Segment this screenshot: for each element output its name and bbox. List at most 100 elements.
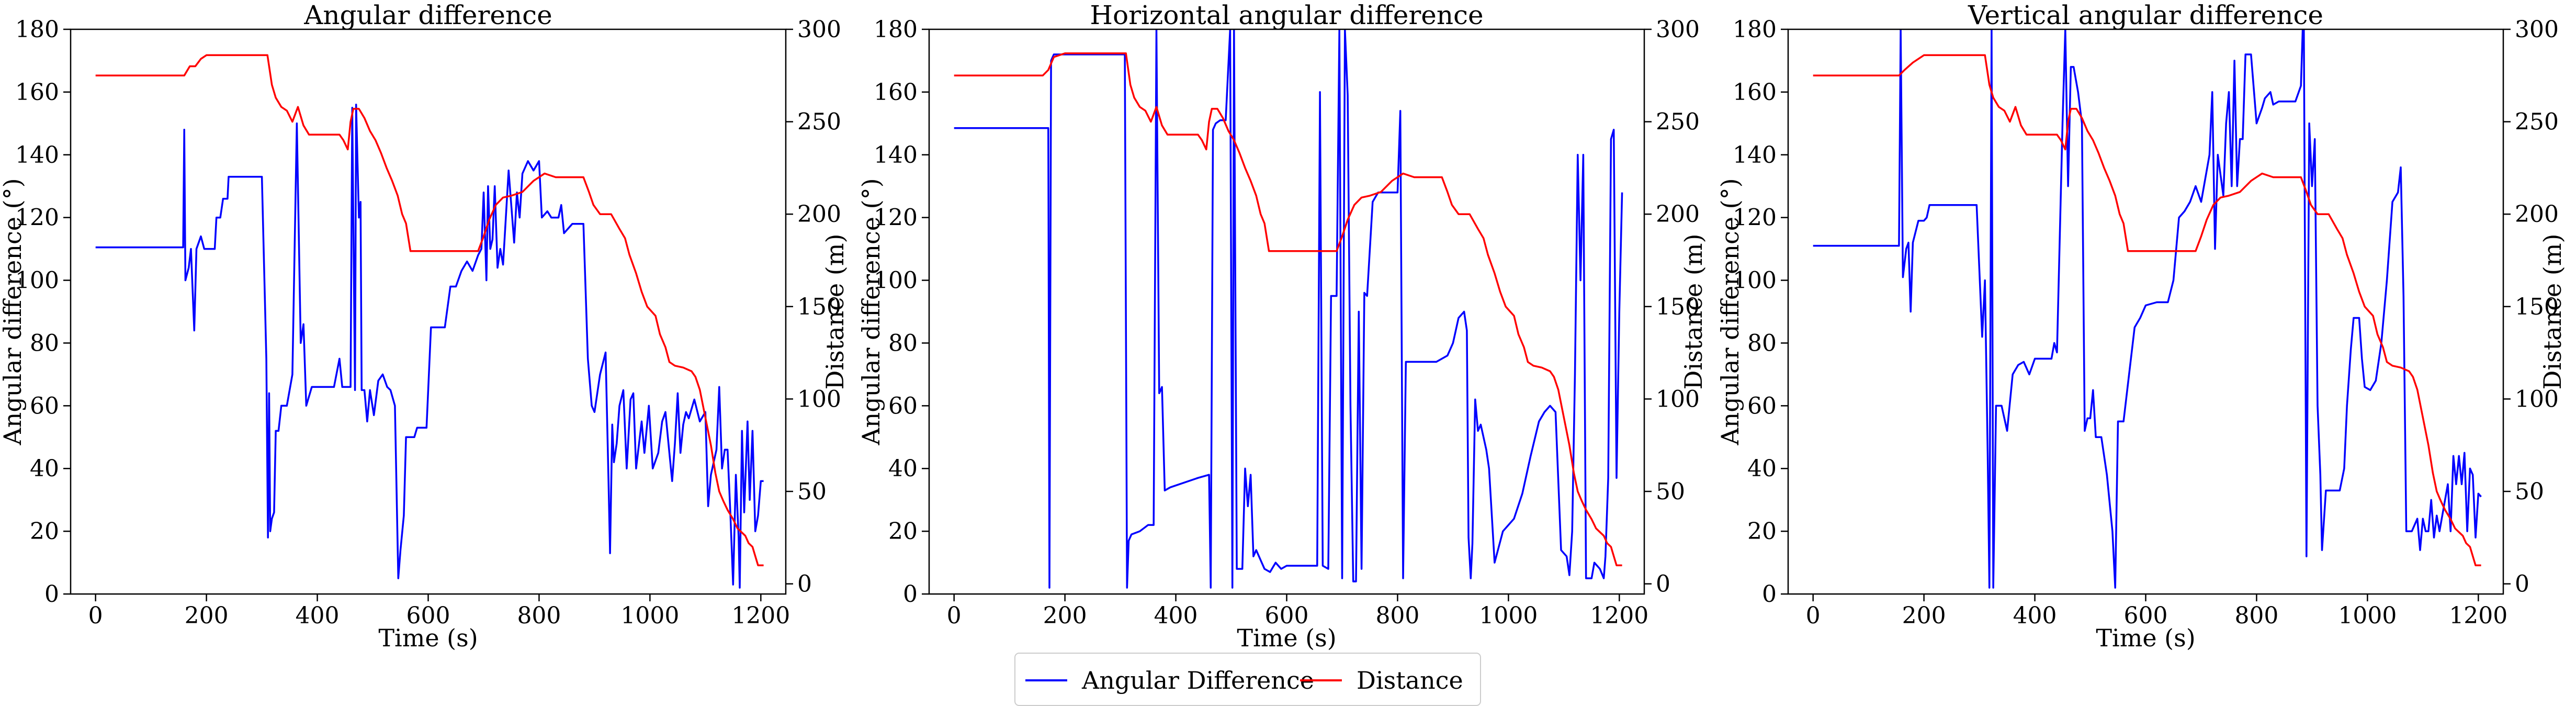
x-tick-label: 600 [1265, 602, 1309, 629]
series-group [1813, 29, 2482, 589]
x-tick-label: 600 [406, 602, 450, 629]
y2-tick-label: 300 [797, 16, 841, 43]
x-tick-label: 200 [1043, 602, 1087, 629]
plot-frame [70, 28, 787, 595]
legend-label-angular-difference: Angular Difference [1081, 666, 1314, 694]
y-tick-label: 0 [1762, 581, 1777, 608]
x-tick-label: 0 [88, 602, 103, 629]
y-tick-label: 80 [1747, 330, 1777, 356]
y2-tick-label: 200 [2515, 201, 2559, 228]
y-tick-label: 140 [1733, 142, 1777, 169]
x-tick-label: 800 [1375, 602, 1419, 629]
y2-axis-label: Distance (m) [1679, 234, 1708, 390]
chart-title: Vertical angular difference [1968, 0, 2323, 30]
y-tick-label: 160 [15, 79, 59, 106]
x-tick-label: 800 [517, 602, 561, 629]
y-tick-label: 100 [874, 267, 918, 294]
x-tick-label: 1200 [2449, 602, 2507, 629]
x-tick-label: 800 [2234, 602, 2278, 629]
y2-tick-label: 50 [797, 478, 827, 505]
y2-tick-label: 0 [1656, 571, 1670, 598]
y2-tick-label: 250 [2515, 109, 2559, 136]
x-axis-label: Time (s) [1237, 624, 1336, 652]
y-tick-label: 80 [30, 330, 59, 356]
series-line-distance [1813, 54, 2481, 567]
x-tick-label: 0 [1806, 602, 1821, 629]
y2-tick-label: 250 [797, 109, 841, 136]
y2-axis-label: Distance (m) [2538, 234, 2567, 390]
y2-tick-label: 250 [1656, 109, 1700, 136]
y-axis-label: Angular difference (°) [857, 178, 885, 445]
x-axis-label: Time (s) [378, 624, 478, 652]
legend: Angular Difference Distance [1014, 653, 1481, 706]
y2-tick-label: 200 [1656, 201, 1700, 228]
series-line-distance [954, 52, 1622, 567]
chart-panels: 0 200 400 600 800 1000 12000204060801001201401… [0, 0, 2567, 652]
y-tick-label: 0 [44, 581, 59, 608]
y-tick-label: 60 [888, 393, 918, 419]
y2-tick-label: 150 [797, 294, 841, 320]
y2-axis-label: Distance (m) [821, 234, 849, 390]
y2-tick-label: 0 [2515, 571, 2529, 598]
legend-frame [1014, 653, 1481, 706]
y-tick-label: 20 [30, 518, 59, 545]
y-tick-label: 20 [1747, 518, 1777, 545]
y2-tick-label: 50 [1656, 478, 1685, 505]
y-tick-label: 160 [874, 79, 918, 106]
y-tick-label: 120 [15, 205, 59, 231]
y-axis-label: Angular difference (°) [1716, 178, 1744, 445]
y-tick-label: 60 [30, 393, 59, 419]
y2-tick-label: 50 [2515, 478, 2544, 505]
y2-tick-label: 100 [2515, 386, 2559, 412]
y-tick-label: 40 [888, 455, 918, 482]
series-line-angular-difference [1813, 29, 2482, 589]
y2-tick-label: 150 [2515, 294, 2559, 320]
series-group [95, 54, 764, 589]
y-tick-label: 140 [15, 142, 59, 169]
y2-tick-label: 300 [2515, 16, 2559, 43]
y-tick-label: 160 [1733, 79, 1777, 106]
chart-panel-3: 0 200 400 600 800 1000 12000204060801001201401… [1716, 0, 2567, 652]
y2-tick-label: 200 [797, 201, 841, 228]
chart-panel-2: 0 200 400 600 800 1000 12000204060801001201401… [857, 0, 1708, 652]
y2-tick-label: 0 [797, 571, 812, 598]
y-tick-label: 180 [15, 16, 59, 43]
x-tick-label: 1200 [731, 602, 790, 629]
chart-title: Horizontal angular difference [1090, 0, 1483, 30]
x-tick-label: 200 [185, 602, 229, 629]
x-tick-label: 1200 [1590, 602, 1648, 629]
y-tick-label: 180 [1733, 16, 1777, 43]
x-tick-label: 1000 [620, 602, 679, 629]
series-line-angular-difference [95, 104, 764, 589]
y-tick-label: 80 [888, 330, 918, 356]
x-axis-label: Time (s) [2096, 624, 2195, 652]
y2-tick-label: 100 [1656, 386, 1700, 412]
x-tick-label: 200 [1902, 602, 1946, 629]
x-tick-label: 400 [2013, 602, 2057, 629]
series-line-distance [95, 54, 764, 567]
y-tick-label: 0 [903, 581, 918, 608]
y-tick-label: 40 [1747, 455, 1777, 482]
chart-title: Angular difference [303, 0, 552, 30]
legend-label-distance: Distance [1357, 666, 1463, 694]
y-tick-label: 140 [874, 142, 918, 169]
x-tick-label: 400 [1154, 602, 1198, 629]
y-tick-label: 120 [1733, 205, 1777, 231]
x-tick-label: 0 [947, 602, 962, 629]
y-axis-label: Angular difference (°) [0, 178, 27, 445]
y2-tick-label: 300 [1656, 16, 1700, 43]
x-tick-label: 400 [296, 602, 340, 629]
x-tick-label: 1000 [2338, 602, 2397, 629]
plot-frame [928, 28, 1645, 595]
y-tick-label: 120 [874, 205, 918, 231]
chart-panel-1: 0 200 400 600 800 1000 1200 0 20 40 60 80 100 120 140 1… [0, 0, 849, 652]
y2-tick-label: 100 [797, 386, 841, 412]
x-tick-label: 600 [2124, 602, 2168, 629]
y2-tick-label: 150 [1656, 294, 1700, 320]
y-tick-label: 40 [30, 455, 59, 482]
series-group [954, 29, 1623, 589]
y-tick-label: 20 [888, 518, 918, 545]
series-line-angular-difference [954, 29, 1623, 589]
x-tick-label: 1000 [1479, 602, 1538, 629]
y-tick-label: 180 [874, 16, 918, 43]
